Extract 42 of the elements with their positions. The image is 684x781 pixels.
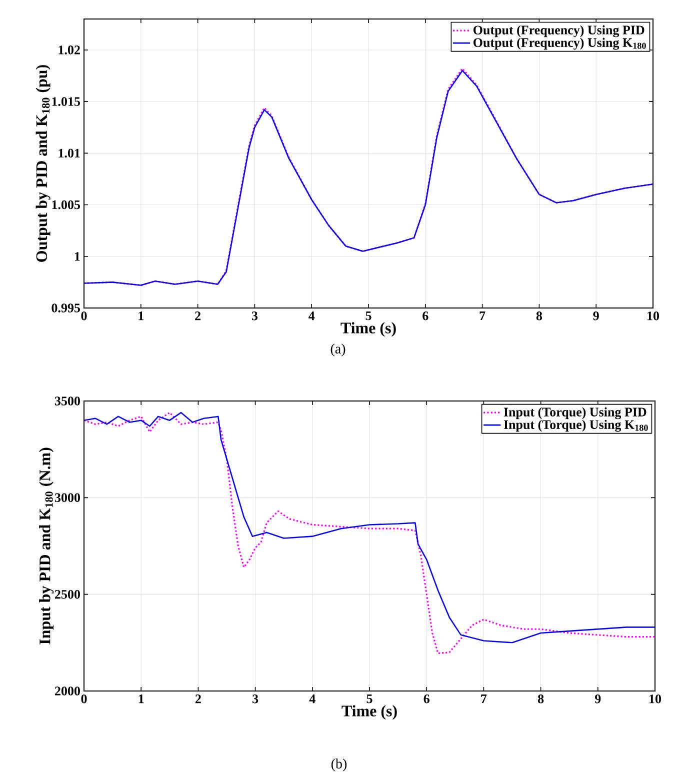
x-tick-label: 6	[422, 312, 428, 320]
legend-label: Output (Frequency) Using K$_{180}$	[473, 38, 646, 50]
x-tick-label: 3	[252, 312, 258, 320]
y-axis-title: Input by PID and K$_{180}$ (N.m)	[39, 448, 54, 644]
x-tick-label: 5	[366, 694, 372, 704]
y-tick-label: 2500	[55, 590, 80, 599]
y-tick-label: 0.995	[52, 304, 80, 312]
y-tick-label: 1.015	[52, 97, 80, 106]
x-tick-label: 1	[138, 312, 144, 320]
x-tick-label: 8	[536, 312, 542, 320]
legend-label: Output (Frequency) Using PID	[473, 25, 644, 38]
y-tick-label: 1.02	[58, 46, 80, 54]
text: (b)	[331, 758, 347, 772]
x-tick-label: 2	[195, 694, 201, 704]
legend-label: Input (Torque) Using K$_{180}$	[504, 420, 648, 432]
x-axis-title: Time (s)	[340, 322, 396, 337]
x-axis-title: Time (s)	[342, 705, 397, 720]
x-tick-label: 0	[81, 312, 87, 320]
y-tick-label: 2000	[55, 686, 80, 696]
y-tick-label: 3500	[54, 396, 80, 406]
x-tick-label: 9	[593, 312, 599, 320]
x-tick-label: 0	[81, 694, 87, 704]
x-tick-label: 10	[650, 694, 661, 704]
x-tick-label: 3	[252, 694, 258, 704]
x-tick-label: 10	[648, 312, 660, 320]
y-axis-title: Output by PID and K$_{180}$ (pu)	[36, 65, 50, 262]
y-tick-label: 1.005	[52, 200, 80, 210]
x-tick-label: 6	[424, 694, 430, 704]
y-tick-label: 1.01	[58, 148, 80, 158]
x-tick-label: 7	[481, 694, 487, 704]
text: (a)	[330, 344, 346, 356]
x-tick-label: 8	[538, 694, 544, 704]
x-tick-label: 5	[366, 312, 372, 320]
y-tick-label: 1	[75, 252, 80, 261]
x-tick-label: 4	[309, 694, 316, 704]
x-tick-label: 1	[138, 694, 144, 704]
x-tick-label: 4	[308, 312, 315, 320]
x-tick-label: 7	[480, 312, 486, 320]
x-tick-label: 9	[595, 694, 601, 704]
legend-label: Input (Torque) Using PID	[504, 407, 646, 420]
y-tick-label: 3000	[54, 493, 80, 502]
x-tick-label: 2	[195, 312, 200, 320]
